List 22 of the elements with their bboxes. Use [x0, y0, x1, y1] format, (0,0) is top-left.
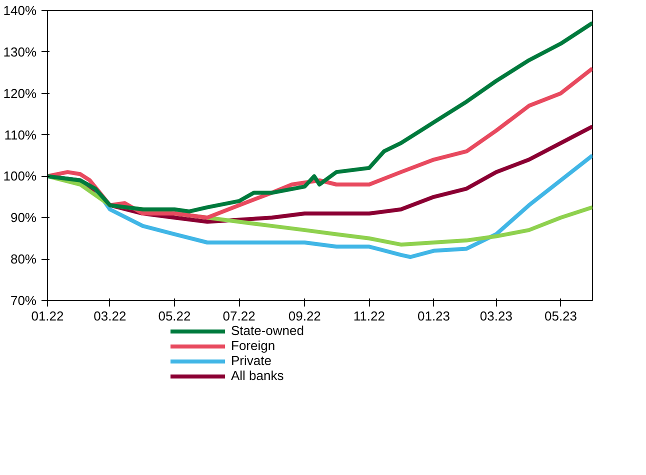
- x-tick-label: 01.22: [31, 308, 64, 324]
- legend-label: All banks: [231, 368, 284, 383]
- x-tick-label: 11.22: [353, 308, 386, 324]
- y-tick-label: 100%: [3, 168, 37, 184]
- x-tick-label: 05.23: [544, 308, 578, 324]
- x-tick-label: 01.23: [417, 308, 450, 324]
- x-tick-label: 09.22: [288, 308, 321, 324]
- line-series: [48, 20, 592, 214]
- x-tick-label: 03.22: [94, 308, 126, 324]
- legend-label: Private: [231, 353, 272, 368]
- y-tick-label: 70%: [10, 293, 37, 308]
- y-tick-label: 120%: [3, 86, 37, 101]
- y-tick-label: 80%: [10, 252, 37, 267]
- x-tick-label: 05.22: [158, 308, 191, 324]
- x-tick-label: 03.23: [480, 308, 512, 324]
- y-tick-label: 90%: [10, 210, 37, 226]
- legend-label: State-owned: [231, 323, 304, 338]
- y-tick-label: 140%: [3, 3, 37, 18]
- y-tick-label: 130%: [3, 44, 37, 60]
- y-tick-label: 110%: [4, 127, 37, 142]
- x-tick-label: 07.22: [222, 308, 256, 324]
- legend-label: Foreign: [231, 338, 276, 353]
